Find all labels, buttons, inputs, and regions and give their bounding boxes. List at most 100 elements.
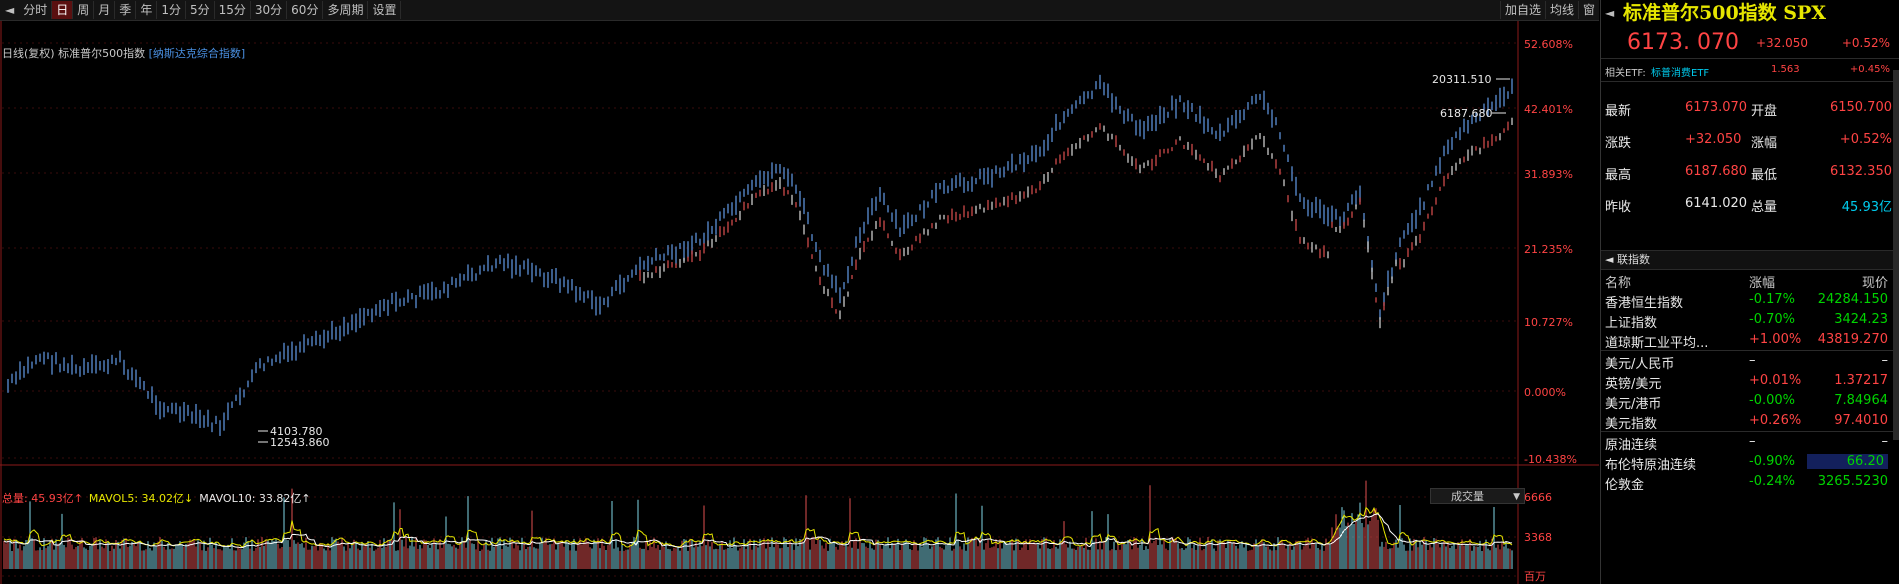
period-tab-3[interactable]: 月 [94, 1, 116, 19]
quote-value: +32.050 [1685, 132, 1742, 147]
index-price: 3265.5230 [1817, 474, 1888, 489]
index-row[interactable]: 美元指数 +0.26% 97.4010 [1601, 411, 1899, 432]
toolbar-right-button-0[interactable]: 加自选 [1499, 1, 1545, 19]
index-row[interactable]: 上证指数 -0.70% 3424.23 [1601, 310, 1899, 331]
spx-high-label: 6187.680 [1440, 107, 1493, 120]
compare-index-name[interactable]: [纳斯达克综合指数] [148, 47, 246, 60]
quote-row: 涨跌 +32.050 涨幅 +0.52% [1601, 132, 1899, 152]
period-tab-2[interactable]: 周 [73, 1, 95, 19]
back-arrow-icon[interactable]: ◄ [5, 3, 15, 17]
toolbar-right-button-2[interactable]: 窗 [1577, 1, 1599, 19]
quote-label: 涨跌 [1605, 136, 1632, 151]
index-pct: – [1749, 434, 1756, 449]
period-tab-0[interactable]: 分时 [19, 1, 53, 19]
index-row[interactable]: 美元/港币 -0.00% 7.84964 [1601, 391, 1899, 412]
index-name: 上证指数 [1605, 316, 1658, 331]
index-pct: – [1749, 353, 1756, 368]
quote-row: 昨收 6141.020 总量 45.93亿 [1601, 196, 1899, 216]
quote-panel: ◄ 标准普尔500指数 SPX 6173. 070 +32.050 +0.52%… [1600, 0, 1899, 584]
volume-dropdown-label: 成交量 [1451, 490, 1484, 503]
index-pct: +0.01% [1749, 373, 1802, 388]
toolbar-right-button-1[interactable]: 均线 [1544, 1, 1578, 19]
index-pct: +0.26% [1749, 413, 1802, 428]
pct-axis-label: 31.893% [1524, 168, 1573, 181]
index-pct: -0.24% [1749, 474, 1795, 489]
index-price: – [1881, 353, 1889, 368]
index-name: 伦敦金 [1605, 478, 1645, 493]
quote-label: 涨幅 [1751, 136, 1778, 151]
period-label: 日线(复权) [2, 47, 55, 60]
index-pct: -0.00% [1749, 393, 1795, 408]
volume-legend: 总量: 45.93亿↑ MAVOL5: 34.02亿↓ MAVOL10: 33.82… [2, 490, 317, 506]
toolbar-right: 加自选 均线窗 [1499, 1, 1599, 19]
index-name: 英镑/美元 [1605, 377, 1662, 392]
index-pct: +1.00% [1749, 332, 1802, 347]
panel-scrollbar[interactable] [1892, 70, 1899, 450]
mavol10-line [3, 513, 1513, 549]
etf-name: 标普消费ETF [1651, 68, 1710, 79]
index-price: 7.84964 [1834, 393, 1888, 408]
period-tab-12[interactable]: 设置 [368, 1, 402, 19]
index-price: 3424.23 [1834, 312, 1888, 327]
back-arrow-icon[interactable]: ◄ [1605, 6, 1615, 20]
period-tab-7[interactable]: 5分 [186, 1, 215, 19]
quote-label: 最低 [1751, 168, 1778, 183]
col-price: 现价 [1861, 276, 1888, 291]
pct-axis-label: 0.000% [1524, 386, 1566, 399]
pct-axis-label: 10.727% [1524, 316, 1573, 329]
index-section-title: 联指数 [1616, 253, 1650, 266]
etf-price: 1.563 [1771, 64, 1800, 75]
index-pct: -0.17% [1749, 292, 1795, 307]
index-row[interactable]: 美元/人民币 – – [1601, 351, 1899, 372]
col-name: 名称 [1605, 276, 1632, 291]
volume-axis-label: 百万 [1524, 570, 1546, 583]
index-row[interactable]: 伦敦金 -0.24% 3265.5230 [1601, 472, 1899, 493]
period-tab-9[interactable]: 30分 [251, 1, 288, 19]
index-name: 标准普尔500指数 [58, 47, 146, 60]
chart-legend: 日线(复权) 标准普尔500指数 [纳斯达克综合指数] [2, 45, 245, 61]
quote-label: 昨收 [1605, 200, 1632, 215]
quote-value: 6141.020 [1685, 196, 1748, 211]
back-arrow-icon: ◄ [1605, 253, 1617, 266]
period-tab-1[interactable]: 日 [52, 1, 74, 19]
index-row[interactable]: 香港恒生指数 -0.17% 24284.150 [1601, 290, 1899, 311]
index-pct: -0.90% [1749, 454, 1795, 469]
index-row[interactable]: 英镑/美元 +0.01% 1.37217 [1601, 371, 1899, 392]
index-name: 香港恒生指数 [1605, 296, 1684, 311]
index-price: 66.20 [1806, 454, 1888, 469]
index-table-header: 名称 涨幅 现价 [1601, 270, 1899, 291]
period-toolbar: ◄ 分时日周月季年 1分 5分 15分 30分 60分 多周期 设置 加自选 均线窗 [0, 0, 1599, 21]
period-tab-5[interactable]: 年 [136, 1, 158, 19]
index-name: 道琼斯工业平均... [1605, 336, 1709, 351]
period-tab-11[interactable]: 多周期 [323, 1, 369, 19]
index-row[interactable]: 布伦特原油连续 -0.90% 66.20 [1601, 452, 1899, 473]
mavol5-line [3, 506, 1513, 548]
quote-value: 6187.680 [1685, 164, 1748, 179]
volume-indicator-dropdown[interactable]: 成交量 ▼ [1430, 488, 1525, 504]
period-tab-4[interactable]: 季 [115, 1, 137, 19]
quote-row: 最高 6187.680 最低 6132.350 [1601, 164, 1899, 184]
related-etf[interactable]: 相关ETF: 标普消费ETF 1.563 +0.45% [1601, 59, 1899, 82]
quote-row: 最新 6173.070 开盘 6150.700 [1601, 100, 1899, 120]
volume-legend-item-2: MAVOL10: 33.82亿↑ [199, 492, 311, 505]
quote-label: 最新 [1605, 104, 1632, 119]
index-row[interactable]: 道琼斯工业平均... +1.00% 43819.270 [1601, 330, 1899, 351]
quote-label: 最高 [1605, 168, 1632, 183]
low-value-label: 4103.780 [270, 425, 323, 438]
volume-legend-item-0: 总量: 45.93亿↑ [2, 492, 83, 505]
period-tab-6[interactable]: 1分 [157, 1, 186, 19]
index-price: 97.4010 [1834, 413, 1888, 428]
index-section-header[interactable]: ◄ 联指数 [1601, 251, 1899, 270]
period-tab-10[interactable]: 60分 [287, 1, 324, 19]
scrollbar-thumb[interactable] [1893, 70, 1899, 440]
high-value-label: 20311.510 [1432, 73, 1492, 86]
quote-value: 6150.700 [1829, 100, 1892, 115]
index-row[interactable]: 原油连续 – – [1601, 432, 1899, 453]
quote-value: 45.93亿 [1841, 200, 1892, 215]
pct-axis-label: 52.608% [1524, 38, 1573, 51]
pct-axis-label: 42.401% [1524, 103, 1573, 116]
price-change: +32.050 [1756, 36, 1809, 50]
price-bar: 6173. 070 +32.050 +0.52% [1601, 26, 1899, 59]
period-tab-8[interactable]: 15分 [215, 1, 251, 19]
kline-chart[interactable]: 52.608% 42.401% 31.893% 21.235% 10.727% 0.000… [0, 21, 1599, 584]
